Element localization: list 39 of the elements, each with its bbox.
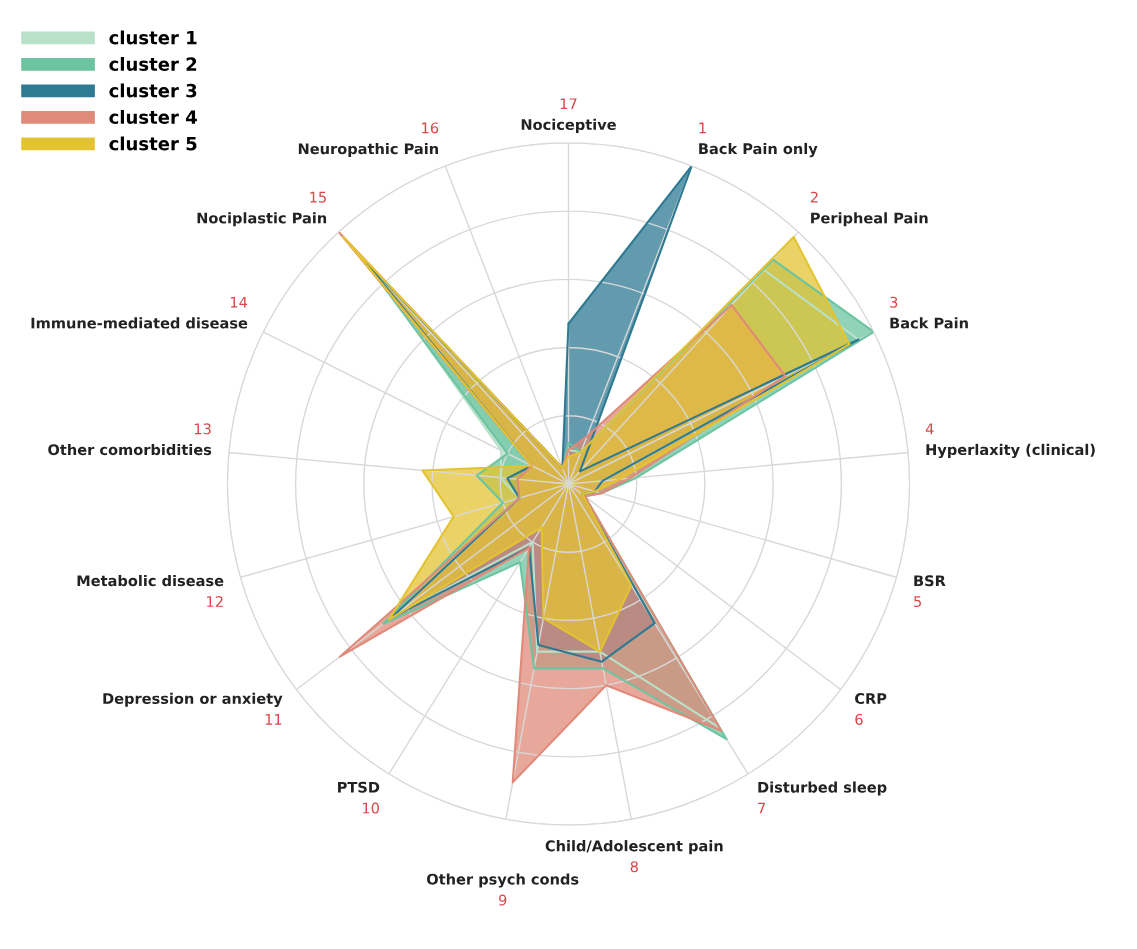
text: 14 bbox=[230, 296, 248, 308]
spoke-label: BSR bbox=[914, 575, 946, 587]
spoke-label: Immune-mediated disease bbox=[31, 317, 248, 329]
spoke-label: Other psych conds bbox=[427, 873, 579, 888]
spoke-label: Disturbed sleep bbox=[758, 781, 887, 796]
spoke-label: Child/Adolescent pain bbox=[545, 840, 723, 855]
legend-label: cluster 1 bbox=[109, 30, 197, 45]
spoke-label: Hyperlaxity (clinical) bbox=[926, 443, 1095, 459]
text: 11 bbox=[265, 714, 282, 725]
text: 9 bbox=[498, 894, 507, 906]
spoke-label: Back Pain only bbox=[699, 142, 818, 158]
text: 12 bbox=[207, 596, 223, 607]
text: 8 bbox=[630, 861, 638, 873]
spoke-label: Metabolic disease bbox=[77, 574, 224, 587]
text: 4 bbox=[925, 423, 934, 435]
spoke-label: Nociplastic Pain bbox=[197, 212, 327, 227]
text: 3 bbox=[890, 296, 898, 308]
spoke-label: CRP bbox=[855, 693, 887, 705]
text: 10 bbox=[363, 802, 379, 814]
legend-label: cluster 5 bbox=[109, 136, 197, 151]
legend-label: cluster 4 bbox=[109, 109, 197, 124]
legend-label: cluster 2 bbox=[109, 56, 197, 71]
legend-label: cluster 3 bbox=[109, 83, 197, 98]
spoke-label: Depression or anxiety bbox=[103, 692, 283, 707]
text: 1 bbox=[699, 122, 706, 134]
text: 2 bbox=[810, 191, 818, 203]
spoke-label: Nociceptive bbox=[521, 118, 616, 133]
text: 13 bbox=[194, 423, 211, 435]
text: 6 bbox=[855, 713, 863, 725]
spoke-label: Other comorbidities bbox=[48, 443, 212, 456]
text: 15 bbox=[310, 191, 326, 203]
text: 16 bbox=[422, 122, 439, 134]
text: 5 bbox=[914, 596, 921, 608]
spoke-label: Neuropathic Pain bbox=[298, 142, 438, 158]
spoke-label: PTSD bbox=[338, 781, 380, 793]
spoke-label: Peripheal Pain bbox=[811, 212, 928, 227]
spoke-label: Back Pain bbox=[890, 317, 968, 329]
text: 17 bbox=[560, 98, 577, 110]
text: 7 bbox=[758, 802, 766, 814]
